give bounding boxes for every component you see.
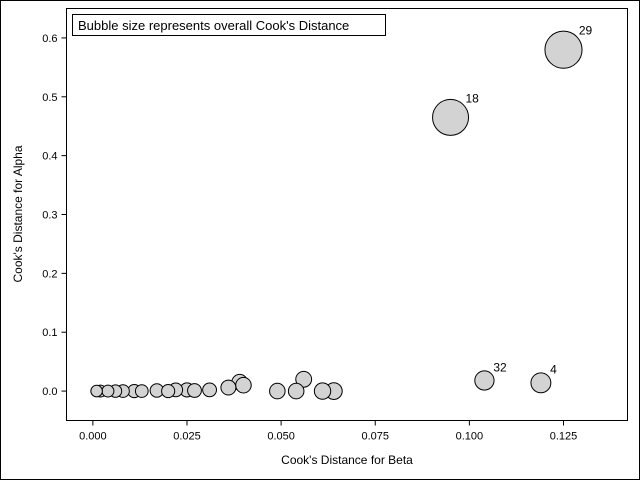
bubble-point [161,384,176,399]
y-tick-label: 0.2 [42,268,57,280]
bubble-point [313,382,332,400]
bubble-point [134,384,149,398]
bubble-label-18: 18 [465,91,479,105]
bubble-label-4: 4 [550,363,557,377]
inset-text: Bubble size represents overall Cook's Di… [78,18,349,33]
bubble-point [474,370,495,391]
x-axis-title: Cook's Distance for Beta [281,453,413,467]
bubble-point [295,370,313,388]
y-tick-label: 0.5 [42,92,57,104]
bubble-point [187,383,202,398]
y-tick-label: 0.1 [42,327,57,339]
x-axis: 0.000 0.025 0.050 0.075 0.100 0.125 [79,420,578,443]
bubble-point [235,376,252,394]
bubble-point [287,382,305,400]
inset-box [72,14,386,36]
bubble-labels-layer: 29 18 4 32 [465,23,592,376]
bubble-label-32: 32 [493,361,507,375]
y-tick-label: 0.4 [42,151,57,163]
y-tick-label: 0.6 [42,33,57,45]
x-tick-label: 0.000 [79,431,107,443]
x-tick-label: 0.025 [173,431,201,443]
bubble-point [202,382,217,398]
y-tick-label: 0.0 [42,386,57,398]
bubble-point [101,384,115,398]
bubble-point [530,372,552,394]
y-tick-label: 0.3 [42,210,57,222]
x-tick-label: 0.050 [267,431,295,443]
inset-legend: Bubble size represents overall Cook's Di… [72,14,386,36]
bubble-label-29: 29 [579,23,593,37]
bubbles-layer [90,30,583,400]
x-tick-label: 0.100 [456,431,484,443]
bubble-point [220,379,237,396]
bubble-point [90,384,103,398]
y-axis: 0.0 0.1 0.2 0.3 0.4 0.5 0.6 [42,33,67,398]
y-axis-title: Cook's Distance for Alpha [11,145,25,282]
x-tick-label: 0.125 [550,431,578,443]
x-tick-label: 0.075 [361,431,389,443]
bubble-point [544,30,583,69]
bubble-point [432,98,470,136]
bubble-point [269,382,286,400]
